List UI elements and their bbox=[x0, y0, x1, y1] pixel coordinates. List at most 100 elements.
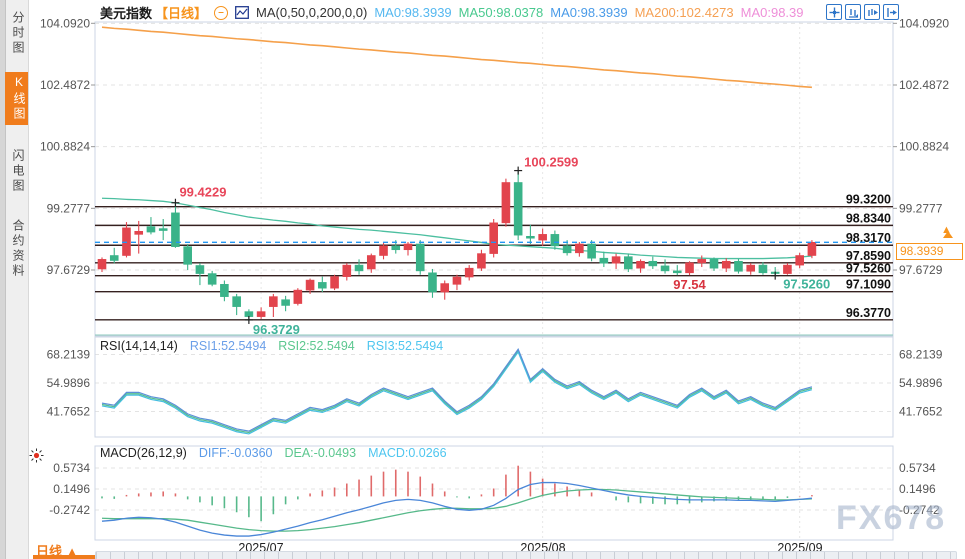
chart-type-sidebar: 分时图 K线图 闪电图 合约资料 bbox=[0, 0, 29, 559]
candle-body bbox=[305, 279, 315, 291]
candle-body bbox=[464, 267, 474, 278]
price-annotation: 97.54 bbox=[673, 277, 706, 292]
axis-label: 99.2777 bbox=[899, 201, 943, 215]
zoom-out-icon[interactable] bbox=[845, 4, 861, 20]
period-tab-underline bbox=[33, 555, 100, 559]
ma0-value: MA0:98.3939 bbox=[374, 5, 452, 20]
candle-body bbox=[134, 230, 144, 235]
candle-body bbox=[391, 245, 401, 251]
indicator-chart-icon[interactable] bbox=[235, 6, 249, 19]
candle-body bbox=[526, 235, 535, 239]
ma-settings: MA(0,50,0,200,0,0) bbox=[256, 5, 368, 20]
axis-label: -0.2742 bbox=[49, 503, 90, 517]
candle-body bbox=[415, 243, 425, 272]
sidebar-item-time-chart[interactable]: 分时图 bbox=[11, 11, 25, 56]
candle-body bbox=[599, 257, 609, 264]
candle-body bbox=[477, 253, 486, 269]
macd-title: MACD(26,12,9) bbox=[100, 446, 187, 460]
axis-label: 41.7652 bbox=[899, 404, 943, 418]
candle-body bbox=[158, 228, 168, 231]
candle-body bbox=[452, 276, 462, 285]
macd-settings-icon[interactable] bbox=[29, 448, 44, 463]
sidebar-item-kline-chart[interactable]: K线图 bbox=[5, 72, 28, 125]
pan-right-icon[interactable] bbox=[883, 4, 899, 20]
candle-body bbox=[171, 212, 180, 247]
candle-body bbox=[721, 260, 731, 269]
level-label: 97.8590 bbox=[846, 249, 891, 263]
horizontal-scrollbar[interactable] bbox=[95, 551, 957, 559]
dea-value: DEA:-0.0493 bbox=[284, 446, 357, 460]
dea-line bbox=[101, 488, 812, 532]
price-annotation: 96.3729 bbox=[253, 322, 300, 337]
candle-body bbox=[207, 273, 217, 285]
sidebar-item-lightning-chart[interactable]: 闪电图 bbox=[11, 149, 25, 194]
candle-body bbox=[489, 222, 498, 254]
candle-body bbox=[575, 243, 584, 254]
price-annotation: 99.4229 bbox=[179, 185, 226, 200]
level-label: 99.3200 bbox=[846, 193, 891, 207]
level-label: 97.5260 bbox=[846, 262, 891, 276]
candle-body bbox=[440, 283, 450, 293]
candle-body bbox=[709, 259, 719, 269]
macd-panel-border bbox=[94, 445, 894, 541]
chart-header: 美元指数 【日线】 – MA(0,50,0,200,0,0) MA0:98.393… bbox=[100, 3, 804, 22]
diff-line bbox=[101, 481, 812, 537]
axis-label: 102.4872 bbox=[40, 78, 90, 92]
candle-body bbox=[513, 182, 523, 236]
candle-body bbox=[146, 226, 156, 233]
candle-body bbox=[354, 264, 364, 272]
macd-header: MACD(26,12,9) DIFF:-0.0360 DEA:-0.0493 M… bbox=[100, 446, 447, 460]
candle-body bbox=[636, 260, 645, 269]
chart-toolbar bbox=[826, 4, 899, 20]
candle-body bbox=[550, 234, 560, 247]
rsi2-line bbox=[101, 349, 813, 434]
rsi2-value: RSI2:52.5494 bbox=[278, 339, 355, 353]
rsi1-value: RSI1:52.5494 bbox=[189, 339, 267, 353]
collapse-indicator-icon[interactable]: – bbox=[214, 5, 229, 20]
ma200-value: MA200:102.4273 bbox=[634, 5, 734, 20]
macd-value: MACD:0.0266 bbox=[368, 446, 447, 460]
rsi3-value: RSI3:52.5494 bbox=[366, 339, 444, 353]
candle-body bbox=[195, 265, 205, 274]
price-marker-triangle bbox=[943, 231, 953, 238]
candle-body bbox=[97, 259, 107, 270]
axis-label: 104.0920 bbox=[899, 16, 949, 30]
candle-body bbox=[783, 264, 792, 274]
axis-label: 54.9896 bbox=[47, 376, 91, 390]
crosshair-icon[interactable] bbox=[826, 4, 842, 20]
zoom-in-icon[interactable] bbox=[864, 4, 880, 20]
candle-body bbox=[501, 182, 511, 224]
ma50-line bbox=[101, 197, 812, 260]
candle-body bbox=[293, 289, 303, 304]
sidebar-rail bbox=[0, 0, 6, 559]
axis-label: 0.1496 bbox=[53, 482, 90, 496]
symbol-name: 美元指数 bbox=[100, 6, 153, 21]
candle-body bbox=[318, 282, 327, 289]
candle-body bbox=[330, 276, 339, 289]
candle-body bbox=[685, 262, 694, 274]
candle-body bbox=[795, 255, 804, 266]
rsi1-line bbox=[101, 348, 813, 432]
period-tag: 【日线】 bbox=[155, 6, 208, 21]
candle-body bbox=[232, 296, 241, 307]
sidebar-item-contract-info[interactable]: 合约资料 bbox=[11, 219, 25, 279]
candle-body bbox=[807, 241, 817, 256]
candle-body bbox=[672, 270, 682, 274]
candle-body bbox=[342, 264, 352, 277]
candle-body bbox=[366, 255, 376, 270]
candle-body bbox=[746, 264, 756, 272]
candle-body bbox=[403, 243, 413, 251]
axis-label: 100.8824 bbox=[40, 140, 90, 154]
candle-body bbox=[428, 272, 437, 293]
axis-label: 99.2777 bbox=[47, 201, 91, 215]
candle-body bbox=[648, 260, 658, 267]
watermark: FX678 bbox=[836, 499, 947, 537]
price-up-marker: ▲ bbox=[941, 224, 952, 236]
candle-body bbox=[734, 260, 743, 272]
candle-body bbox=[269, 296, 278, 307]
axis-label: 0.5734 bbox=[899, 461, 936, 475]
candle-body bbox=[758, 264, 768, 274]
ma50-value: MA50:98.0378 bbox=[458, 5, 544, 20]
